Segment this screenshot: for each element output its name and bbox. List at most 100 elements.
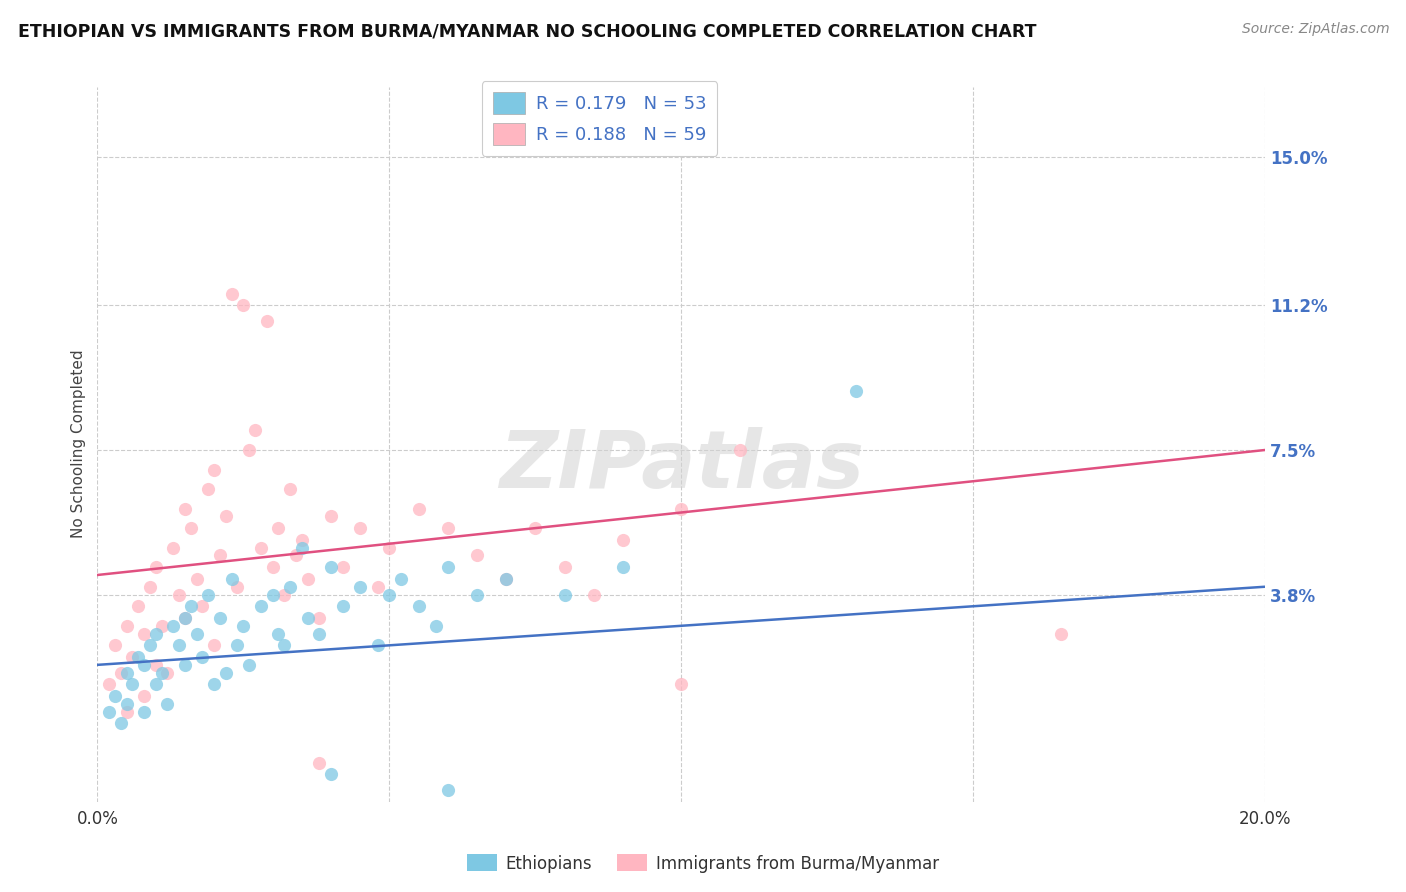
Point	[436, 783, 458, 797]
Point	[262, 588, 284, 602]
Point	[174, 501, 197, 516]
Point	[132, 626, 155, 640]
Point	[174, 611, 197, 625]
Point	[671, 501, 693, 516]
Y-axis label: No Schooling Completed: No Schooling Completed	[72, 350, 86, 539]
Point	[145, 626, 167, 640]
Point	[110, 716, 132, 731]
Point	[465, 588, 488, 602]
Legend: Ethiopians, Immigrants from Burma/Myanmar: Ethiopians, Immigrants from Burma/Myanma…	[461, 847, 945, 880]
Point	[378, 541, 401, 555]
Point	[284, 549, 307, 563]
Point	[98, 677, 121, 691]
Point	[156, 697, 179, 711]
Point	[167, 638, 190, 652]
Point	[221, 572, 243, 586]
Point	[104, 689, 127, 703]
Point	[139, 638, 162, 652]
Point	[238, 442, 260, 457]
Point	[202, 677, 225, 691]
Point	[215, 509, 238, 524]
Point	[267, 626, 290, 640]
Point	[349, 521, 371, 535]
Point	[582, 588, 605, 602]
Point	[612, 533, 634, 547]
Point	[332, 599, 354, 614]
Point	[145, 560, 167, 574]
Point	[174, 657, 197, 672]
Point	[215, 665, 238, 680]
Point	[297, 611, 319, 625]
Text: ZIPatlas: ZIPatlas	[499, 426, 863, 505]
Point	[553, 560, 575, 574]
Point	[524, 521, 547, 535]
Point	[202, 462, 225, 476]
Point	[145, 657, 167, 672]
Point	[291, 541, 314, 555]
Point	[150, 665, 173, 680]
Point	[495, 572, 517, 586]
Point	[425, 619, 447, 633]
Point	[110, 665, 132, 680]
Point	[495, 572, 517, 586]
Point	[408, 599, 430, 614]
Point	[156, 665, 179, 680]
Point	[278, 482, 301, 496]
Point	[465, 549, 488, 563]
Point	[202, 638, 225, 652]
Point	[115, 697, 138, 711]
Point	[267, 521, 290, 535]
Point	[145, 677, 167, 691]
Point	[167, 588, 190, 602]
Point	[308, 756, 330, 770]
Point	[186, 572, 208, 586]
Point	[389, 572, 412, 586]
Point	[332, 560, 354, 574]
Point	[728, 442, 751, 457]
Point	[367, 638, 389, 652]
Point	[139, 580, 162, 594]
Point	[319, 560, 342, 574]
Point	[845, 384, 868, 399]
Point	[308, 611, 330, 625]
Point	[115, 619, 138, 633]
Point	[191, 599, 214, 614]
Point	[278, 580, 301, 594]
Point	[115, 705, 138, 719]
Point	[671, 677, 693, 691]
Point	[98, 705, 121, 719]
Point	[232, 298, 254, 312]
Point	[238, 657, 260, 672]
Point	[436, 521, 458, 535]
Point	[319, 509, 342, 524]
Point	[191, 650, 214, 665]
Point	[273, 588, 295, 602]
Point	[127, 599, 149, 614]
Point	[162, 541, 184, 555]
Point	[1050, 626, 1073, 640]
Point	[232, 619, 254, 633]
Point	[250, 541, 273, 555]
Point	[250, 599, 273, 614]
Text: Source: ZipAtlas.com: Source: ZipAtlas.com	[1241, 22, 1389, 37]
Point	[180, 521, 202, 535]
Point	[308, 626, 330, 640]
Point	[180, 599, 202, 614]
Point	[273, 638, 295, 652]
Text: ETHIOPIAN VS IMMIGRANTS FROM BURMA/MYANMAR NO SCHOOLING COMPLETED CORRELATION CH: ETHIOPIAN VS IMMIGRANTS FROM BURMA/MYANM…	[18, 22, 1036, 40]
Point	[121, 650, 143, 665]
Point	[162, 619, 184, 633]
Legend: R = 0.179   N = 53, R = 0.188   N = 59: R = 0.179 N = 53, R = 0.188 N = 59	[482, 81, 717, 156]
Point	[243, 424, 266, 438]
Point	[127, 650, 149, 665]
Point	[553, 588, 575, 602]
Point	[436, 560, 458, 574]
Point	[132, 705, 155, 719]
Point	[174, 611, 197, 625]
Point	[208, 549, 231, 563]
Point	[208, 611, 231, 625]
Point	[115, 665, 138, 680]
Point	[408, 501, 430, 516]
Point	[221, 286, 243, 301]
Point	[121, 677, 143, 691]
